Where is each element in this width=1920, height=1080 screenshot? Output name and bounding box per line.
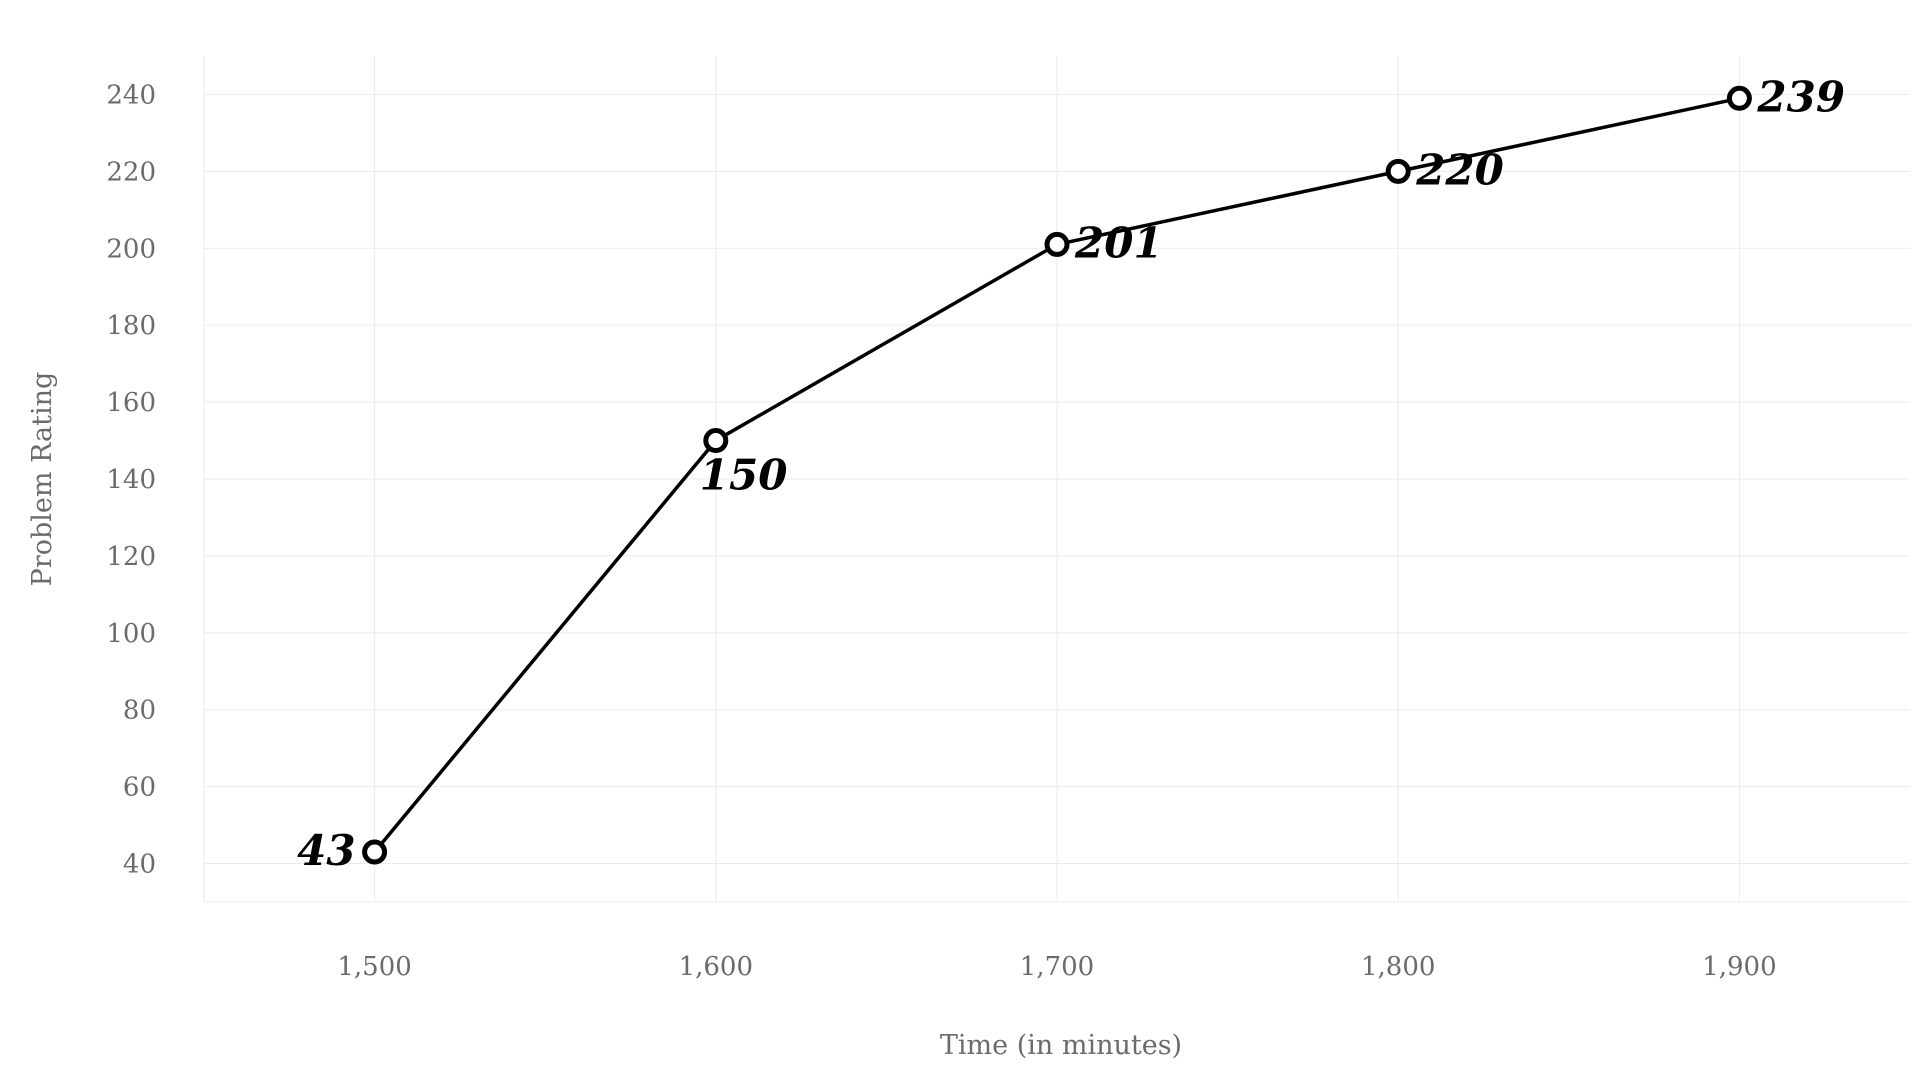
data-point — [1726, 85, 1752, 111]
grid — [204, 56, 1910, 902]
x-axis-title: Time (in minutes) — [940, 1030, 1182, 1061]
y-tick-label: 40 — [123, 850, 156, 880]
y-tick-label: 200 — [106, 234, 156, 264]
data-label: 220 — [1415, 145, 1504, 194]
x-tick-label: 1,700 — [1020, 952, 1094, 982]
y-tick-label: 80 — [123, 696, 156, 726]
y-axis-title: Problem Rating — [27, 372, 58, 587]
data-point — [1044, 231, 1070, 257]
axes: 40 60 80 100 120 140 160 180 200 220 240 1,500 1,600… — [106, 56, 1910, 982]
data-labels: 43 150 201 220 239 — [297, 72, 1845, 875]
data-label: 239 — [1756, 72, 1845, 121]
y-tick-label: 160 — [106, 388, 156, 418]
x-tick-label: 1,500 — [337, 952, 411, 982]
data-point — [1385, 158, 1411, 184]
series-layer — [362, 85, 1752, 865]
y-tick-label: 220 — [106, 157, 156, 187]
data-point — [703, 428, 729, 454]
y-tick-label: 100 — [106, 619, 156, 649]
y-tick-label: 180 — [106, 311, 156, 341]
x-tick-label: 1,900 — [1702, 952, 1776, 982]
y-tick-label: 120 — [106, 542, 156, 572]
data-point — [362, 839, 388, 865]
x-tick-label: 1,600 — [679, 952, 753, 982]
y-tick-label: 140 — [106, 465, 156, 495]
y-tick-label: 60 — [123, 773, 156, 803]
data-label: 150 — [700, 451, 788, 500]
y-tick-label: 240 — [106, 80, 156, 110]
data-label: 43 — [297, 826, 355, 875]
data-label: 201 — [1074, 218, 1163, 267]
x-tick-label: 1,800 — [1361, 952, 1435, 982]
